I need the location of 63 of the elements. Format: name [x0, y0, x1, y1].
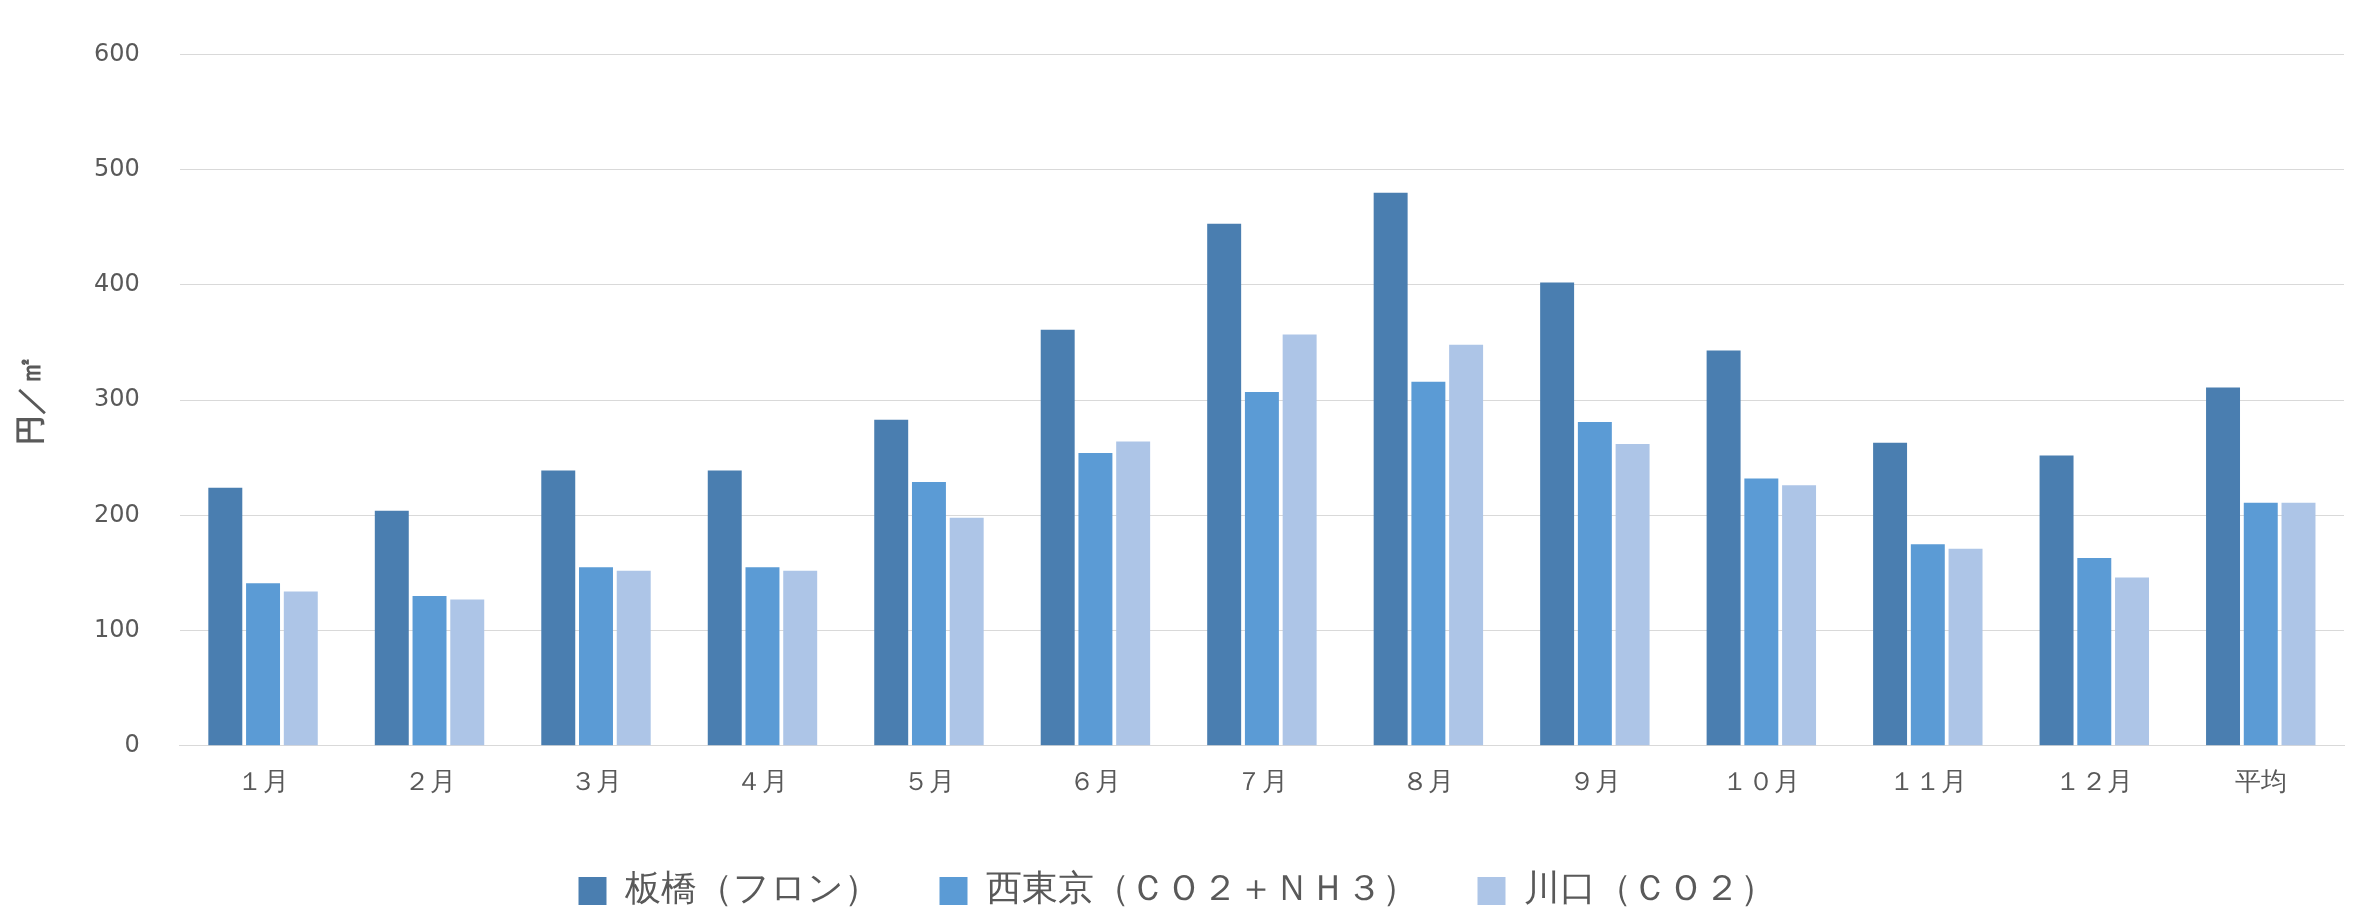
bar: [2243, 502, 2278, 746]
y-tick-label: 300: [94, 384, 140, 413]
bar: [1411, 381, 1446, 746]
y-tick-label: 200: [94, 499, 140, 528]
bar: [1615, 443, 1650, 746]
bar: [374, 510, 409, 746]
y-tick-label: 0: [124, 730, 140, 759]
bar: [874, 419, 909, 746]
bar: [1744, 478, 1779, 746]
x-tick-label: ２月: [403, 766, 456, 797]
bar: [2077, 557, 2112, 746]
bar: [2039, 455, 2074, 746]
bar: [707, 470, 742, 746]
bar: [1540, 282, 1575, 746]
x-tick-label: １０月: [1722, 766, 1801, 797]
bar: [208, 487, 243, 746]
legend-label: 西東京（ＣＯ２＋ＮＨ３）: [985, 867, 1418, 909]
x-tick-label: ８月: [1402, 766, 1455, 797]
x-tick-label: ３月: [570, 766, 622, 797]
y-axis-title: 円／㎡: [11, 355, 47, 446]
bar: [1207, 223, 1242, 746]
bar: [2206, 387, 2241, 746]
bar: [1449, 344, 1484, 746]
legend-label: 川口（ＣＯ２）: [1523, 867, 1776, 909]
bar: [745, 567, 780, 746]
x-tick-label: ９月: [1568, 766, 1621, 797]
x-tick-label: ５月: [902, 766, 955, 797]
bar: [1116, 441, 1151, 746]
bar: [949, 517, 984, 746]
bar: [911, 481, 946, 746]
bar: [783, 570, 818, 746]
bar: [1706, 350, 1741, 746]
bar: [450, 599, 485, 746]
x-tick-label: １２月: [2055, 766, 2134, 797]
y-tick-label: 400: [94, 269, 140, 298]
bar: [283, 591, 318, 746]
bar: [1873, 442, 1908, 746]
bar: [1244, 392, 1279, 746]
x-tick-label: ７月: [1235, 766, 1288, 797]
bar: [1948, 548, 1983, 746]
bar: [1078, 453, 1113, 746]
y-tick-label: 100: [94, 614, 140, 643]
y-tick-label: 600: [94, 38, 140, 67]
bar: [412, 596, 447, 746]
bar: [1040, 329, 1075, 746]
bar: [1373, 192, 1408, 746]
bar: [2115, 577, 2149, 746]
x-tick-label: 平均: [2234, 766, 2287, 797]
legend-label: 板橋（フロン）: [623, 867, 880, 909]
bar: [1910, 544, 1945, 746]
bar: [1282, 334, 1317, 746]
bar: [1782, 485, 1817, 746]
x-tick-label: １１月: [1888, 766, 1967, 797]
x-tick-label: ４月: [736, 766, 789, 797]
x-tick-label: １月: [237, 766, 290, 797]
bar: [541, 470, 576, 746]
bar: [579, 567, 613, 746]
bar: [1577, 421, 1612, 746]
y-tick-label: 500: [94, 153, 140, 182]
x-tick-label: ６月: [1069, 766, 1122, 797]
bar: [2281, 502, 2316, 746]
bar: [246, 583, 281, 746]
bar: [616, 570, 651, 746]
